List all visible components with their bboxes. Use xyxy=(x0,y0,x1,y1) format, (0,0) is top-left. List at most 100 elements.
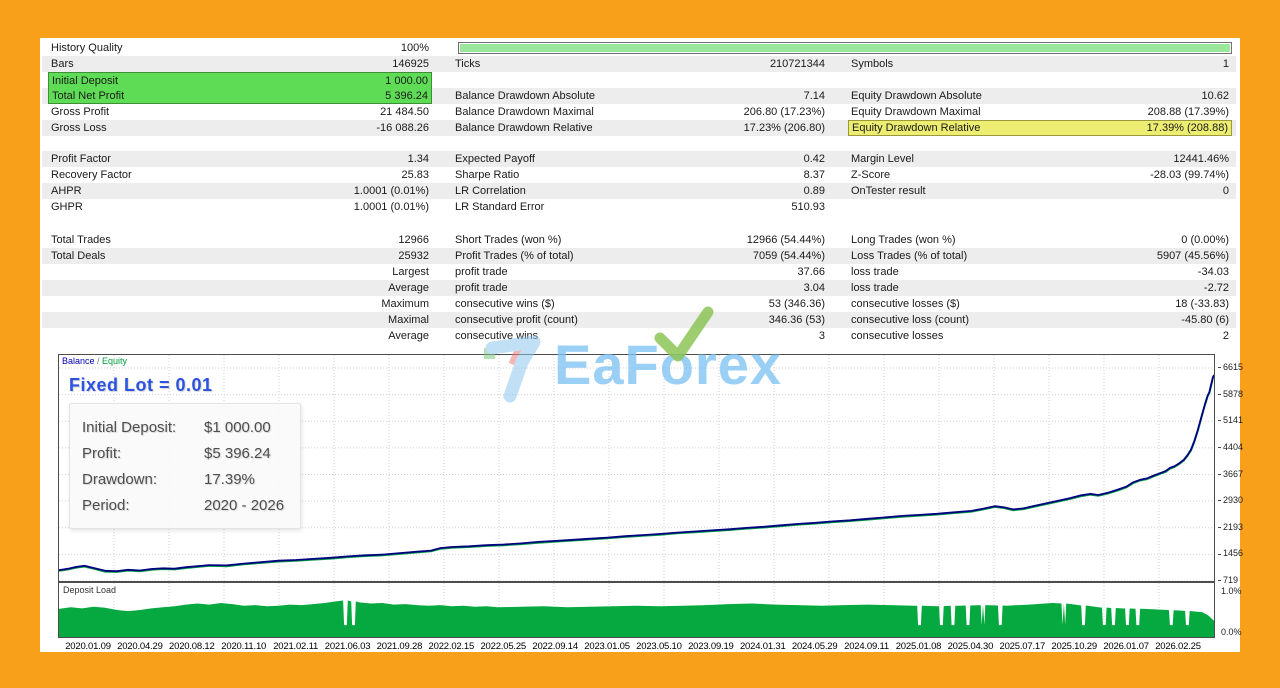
stat-value: 0 (0.00%) xyxy=(1181,234,1229,246)
info-label: Period: xyxy=(82,496,130,514)
stat-label: History Quality xyxy=(51,42,123,54)
stats-cell: OnTester result 0 xyxy=(848,183,1232,199)
y-axis: 6615 5878 5141 4404 3667 2930 2193 1456 719 1.0% 0… xyxy=(1218,354,1258,640)
stats-cell: Profit Trades (% of total) 7059 (54.44%) xyxy=(452,248,828,264)
stats-cell: Gross Loss -16 088.26 xyxy=(48,120,432,136)
stats-spacer xyxy=(42,136,1236,151)
stat-value: 5907 (45.56%) xyxy=(1156,250,1229,262)
x-axis-date-label: 2024.05.29 xyxy=(791,641,838,652)
stat-value: -28.03 (99.74%) xyxy=(1150,169,1229,181)
deposit-load-label: Deposit Load xyxy=(63,585,117,595)
stat-value: 0 xyxy=(1222,185,1229,197)
stat-value: 7059 (54.44%) xyxy=(752,250,825,262)
stat-label: Equity Drawdown Maximal xyxy=(851,106,981,118)
y-axis-tick-label: 2930 xyxy=(1218,495,1243,505)
stats-cell: Average xyxy=(48,328,432,344)
stats-cell: consecutive losses ($) 18 (-33.83) xyxy=(848,296,1232,312)
stat-value: 21 484.50 xyxy=(380,106,429,118)
stat-value: 210721344 xyxy=(769,58,825,70)
stat-label: Recovery Factor xyxy=(51,169,132,181)
stat-label: Initial Deposit xyxy=(52,74,119,87)
y-axis-tick-label: 6615 xyxy=(1218,362,1243,372)
stat-value: 25.83 xyxy=(401,169,429,181)
stat-label: Equity Drawdown Relative xyxy=(852,122,981,134)
stats-cell: consecutive losses 2 xyxy=(848,328,1232,344)
stat-label: Sharpe Ratio xyxy=(455,169,520,181)
stats-cell: Equity Drawdown Absolute 10.62 xyxy=(848,88,1232,104)
stat-value: 3.04 xyxy=(803,282,825,294)
stat-value: -16 088.26 xyxy=(376,122,429,134)
stats-table: History Quality 100% Bars 146925 Ticks 210721… xyxy=(42,40,1236,344)
stat-value: 208.88 (17.39%) xyxy=(1147,106,1229,118)
stat-label: Loss Trades (% of total) xyxy=(851,250,968,262)
stats-cell: Total Net Profit 5 396.24 xyxy=(48,88,432,104)
stat-label: consecutive wins xyxy=(455,330,539,342)
x-axis-date-label: 2022.05.25 xyxy=(480,641,527,652)
stat-label: Equity Drawdown Absolute xyxy=(851,90,982,102)
stat-value: 7.14 xyxy=(803,90,825,102)
info-label: Drawdown: xyxy=(82,470,158,488)
stats-cell: Equity Drawdown Relative 17.39% (208.88) xyxy=(848,120,1232,136)
deposit-pct-label: 0.0% xyxy=(1221,627,1242,637)
stats-row: History Quality 100% xyxy=(42,40,1236,56)
stats-cell: consecutive profit (count) 346.36 (53) xyxy=(452,312,828,328)
stats-cell: loss trade -2.72 xyxy=(848,280,1232,296)
stat-label: profit trade xyxy=(455,266,508,278)
stats-cell: profit trade 3.04 xyxy=(452,280,828,296)
y-axis-tick-label: 719 xyxy=(1218,575,1238,585)
stats-cell: Balance Drawdown Relative 17.23% (206.80) xyxy=(452,120,828,136)
x-axis-date-label: 2025.04.30 xyxy=(947,641,994,652)
stats-cell: Margin Level 12441.46% xyxy=(848,151,1232,167)
stats-row: Total Deals 25932 Profit Trades (% of tota… xyxy=(42,248,1236,264)
stats-row: Profit Factor 1.34 Expected Payoff 0.42 Marg… xyxy=(42,151,1236,167)
y-axis-tick-label: 5141 xyxy=(1218,415,1243,425)
stat-label: Gross Loss xyxy=(51,122,107,134)
stats-cell xyxy=(848,199,1232,215)
stat-label: consecutive loss (count) xyxy=(851,314,969,326)
stat-value: 146925 xyxy=(392,58,429,70)
stats-cell: Bars 146925 xyxy=(48,56,432,72)
stat-value: 5 396.24 xyxy=(385,89,428,102)
stat-value: -34.03 xyxy=(1197,266,1229,278)
stats-cell: Total Trades 12966 xyxy=(48,232,432,248)
stats-cell: consecutive loss (count) -45.80 (6) xyxy=(848,312,1232,328)
stat-label: loss trade xyxy=(851,282,899,294)
stat-value: 346.36 (53) xyxy=(768,314,825,326)
history-quality-bar xyxy=(452,40,1232,56)
stats-cell: Gross Profit 21 484.50 xyxy=(48,104,432,120)
stat-value: 1.0001 (0.01%) xyxy=(353,201,429,213)
info-row-profit: Profit: $5 396.24 xyxy=(82,440,288,466)
stat-label: profit trade xyxy=(455,282,508,294)
stat-label: Margin Level xyxy=(851,153,914,165)
y-axis-tick-label: 3667 xyxy=(1218,469,1243,479)
stats-row: Maximal consecutive profit (count) 346.36 … xyxy=(42,312,1236,328)
stat-label: GHPR xyxy=(51,201,83,213)
x-axis-date-label: 2026.01.07 xyxy=(1103,641,1149,652)
stats-row: Maximum consecutive wins ($) 53 (346.36) co… xyxy=(42,296,1236,312)
y-axis-tick-label: 2193 xyxy=(1218,522,1243,532)
stat-value: 0.89 xyxy=(803,185,825,197)
info-row-drawdown: Drawdown: 17.39% xyxy=(82,466,288,492)
stats-row: Average consecutive wins 3 consecutive loss… xyxy=(42,328,1236,344)
x-axis-date-label: 2025.01.08 xyxy=(895,641,942,652)
stats-cell: Maximum xyxy=(48,296,432,312)
stats-cell: Balance Drawdown Maximal 206.80 (17.23%) xyxy=(452,104,828,120)
legend-separator: / xyxy=(94,356,103,366)
deposit-load-canvas xyxy=(59,583,1214,637)
stats-cell: consecutive wins 3 xyxy=(452,328,828,344)
stats-cell: Sharpe Ratio 8.37 xyxy=(452,167,828,183)
stat-label: Z-Score xyxy=(851,169,891,181)
stats-cell: Expected Payoff 0.42 xyxy=(452,151,828,167)
stat-value: 1.34 xyxy=(407,153,429,165)
stat-label: loss trade xyxy=(851,266,899,278)
info-value: $1 000.00 xyxy=(204,418,271,436)
info-value: 2020 - 2026 xyxy=(204,496,285,514)
stat-value: -2.72 xyxy=(1203,282,1229,294)
info-label: Profit: xyxy=(82,444,122,462)
stats-row: AHPR 1.0001 (0.01%) LR Correlation 0.89 OnTe… xyxy=(42,183,1236,199)
x-axis-date-label: 2025.10.29 xyxy=(1051,641,1097,652)
stats-cell: Profit Factor 1.34 xyxy=(48,151,432,167)
stats-cell: Initial Deposit 1 000.00 xyxy=(48,72,432,88)
stats-cell: Recovery Factor 25.83 xyxy=(48,167,432,183)
stats-cell: Long Trades (won %) 0 (0.00%) xyxy=(848,232,1232,248)
